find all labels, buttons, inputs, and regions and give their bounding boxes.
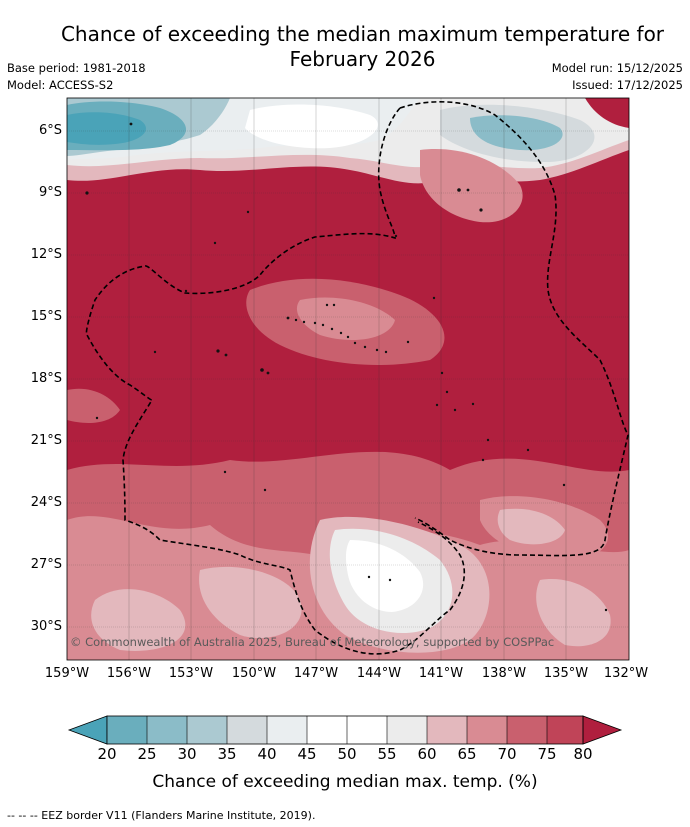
lat-label: 24°S (30, 495, 62, 510)
colorbar-tick: 75 (537, 745, 557, 763)
issued-date: Issued: 17/12/2025 (572, 78, 683, 92)
colorbar-tick: 35 (217, 745, 237, 763)
lat-label: 12°S (30, 247, 62, 262)
colorbar-tick: 50 (337, 745, 357, 763)
colorbar-tick: 65 (457, 745, 477, 763)
base-period: Base period: 1981-2018 (7, 61, 146, 75)
colorbar-tick: 40 (257, 745, 277, 763)
lon-label: 135°W (543, 666, 589, 681)
copyright-notice: © Commonwealth of Australia 2025, Bureau… (70, 635, 555, 649)
islands (85, 122, 608, 612)
lon-label: 159°W (44, 666, 90, 681)
lat-label: 15°S (30, 309, 62, 324)
model-run: Model run: 15/12/2025 (551, 61, 683, 75)
lon-label: 144°W (356, 666, 402, 681)
colorbar-tick: 20 (97, 745, 117, 763)
colorbar-tick: 45 (297, 745, 317, 763)
lat-label: 18°S (30, 371, 62, 386)
lat-label: 6°S (38, 123, 62, 138)
colorbar-low-arrow (67, 715, 108, 745)
lon-label: 132°W (603, 666, 649, 681)
lat-label: 27°S (30, 557, 62, 572)
colorbar (67, 715, 623, 745)
lon-label: 153°W (168, 666, 214, 681)
model-name: Model: ACCESS-S2 (7, 78, 114, 92)
colorbar-tick: 30 (177, 745, 197, 763)
meta-right: Model run: 15/12/2025 Issued: 17/12/2025 (552, 60, 683, 94)
colorbar-tick: 25 (137, 745, 157, 763)
lat-label: 21°S (30, 433, 62, 448)
lon-label: 147°W (293, 666, 339, 681)
probability-field (67, 98, 629, 660)
lon-label: 138°W (481, 666, 527, 681)
meta-left: Base period: 1981-2018 Model: ACCESS-S2 (7, 60, 146, 94)
eez-footnote: -- -- -- EEZ border V11 (Flanders Marine… (7, 809, 316, 822)
colorbar-title: Chance of exceeding median max. temp. (%… (152, 772, 538, 792)
eez-borders (85, 101, 629, 655)
lon-label: 150°W (231, 666, 277, 681)
lat-label: 9°S (38, 185, 62, 200)
lat-label: 30°S (30, 619, 62, 634)
title-line-1: Chance of exceeding the median maximum t… (60, 22, 665, 46)
title-line-2: February 2026 (289, 47, 436, 71)
map-title: Chance of exceeding the median maximum t… (40, 22, 685, 72)
lon-label: 156°W (106, 666, 152, 681)
graticule (67, 98, 629, 660)
colorbar-tick: 80 (573, 745, 593, 763)
colorbar-tick: 70 (497, 745, 517, 763)
colorbar-tick: 55 (377, 745, 397, 763)
lon-label: 141°W (418, 666, 464, 681)
colorbar-high-arrow (582, 715, 623, 745)
colorbar-tick: 60 (417, 745, 437, 763)
